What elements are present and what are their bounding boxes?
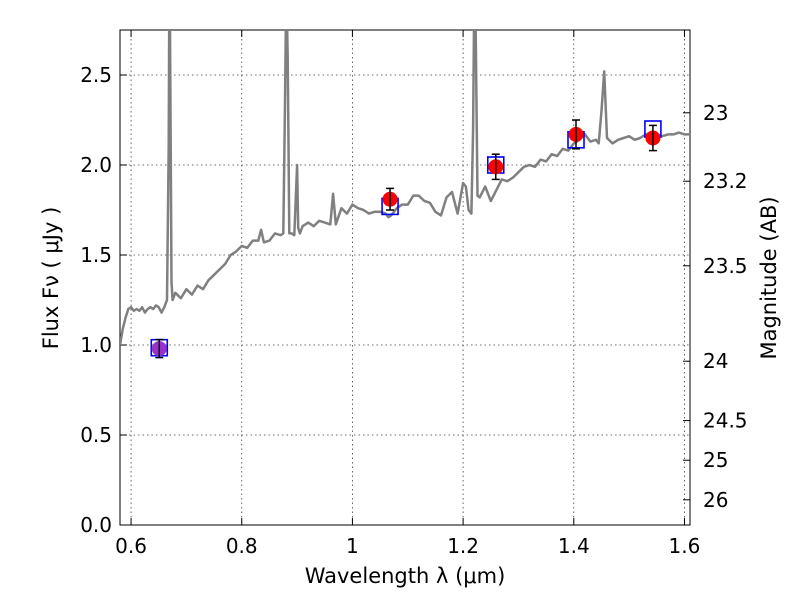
grid-lines: [120, 30, 690, 525]
y2-tick-label: 23.5: [703, 254, 748, 278]
series-layer: [120, 30, 690, 359]
x-tick-label: 1: [346, 534, 359, 558]
x-tick-label: 1.2: [447, 534, 479, 558]
x-tick-label: 1.4: [558, 534, 590, 558]
x-axis-label: Wavelength λ (μm): [305, 564, 506, 588]
clipped-series: [120, 30, 690, 346]
x-tick-label: 1.6: [669, 534, 701, 558]
y2-tick-label: 23.2: [703, 169, 748, 193]
y2-tick-label: 25: [703, 448, 728, 472]
y-tick-label: 1.5: [80, 243, 112, 267]
y2-tick-label: 26: [703, 488, 728, 512]
y2-tick-label: 24.5: [703, 409, 748, 433]
y-axis-label: Flux Fν ( μJy ): [39, 207, 63, 350]
y-tick-label: 1.0: [80, 333, 112, 357]
y-tick-label: 2.5: [80, 63, 112, 87]
y2-tick-label: 24: [703, 349, 728, 373]
spectrum-line: [120, 30, 690, 346]
plot-frame: [119, 29, 691, 526]
y2-tick-label: 23: [703, 101, 728, 125]
y2-axis-label: Magnitude (AB): [757, 196, 781, 359]
x-tick-label: 0.8: [226, 534, 258, 558]
y-tick-label: 2.0: [80, 153, 112, 177]
y-tick-label: 0.5: [80, 423, 112, 447]
x-tick-label: 0.6: [115, 534, 147, 558]
axis-ticks: 0.6 0.8 1 1.2 1.4 1.6 0.0 0.5 1.0 1.5 2.0 2.5 23 23.2…: [80, 30, 748, 558]
y-tick-label: 0.0: [80, 513, 112, 537]
